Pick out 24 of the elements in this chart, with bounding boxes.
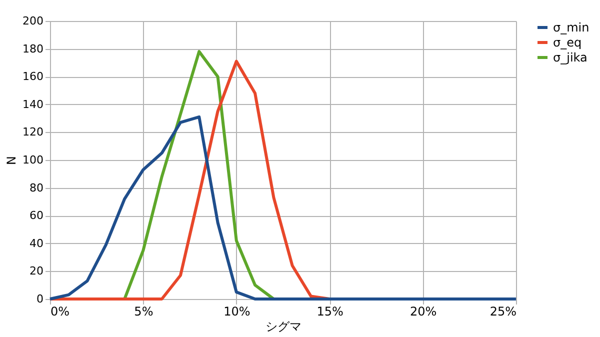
legend-label: σ_eq — [553, 36, 582, 50]
line-series — [48, 115, 518, 300]
y-tick-label: 0 — [36, 292, 44, 306]
y-axis-title: N — [4, 156, 19, 165]
y-tick-label: 80 — [30, 181, 44, 194]
x-tick-label: 15% — [316, 304, 344, 318]
y-tick-label: 20 — [30, 264, 44, 278]
y-tick-label: 100 — [22, 154, 44, 166]
y-tick-label: 60 — [30, 209, 44, 222]
x-tick-label: 5% — [134, 304, 154, 318]
line-series — [123, 50, 276, 300]
x-axis-title: シグマ — [266, 320, 302, 334]
x-tick-label: 0% — [50, 304, 70, 318]
x-tick-label: 25% — [490, 304, 516, 318]
y-tick-label: 200 — [22, 14, 44, 28]
x-tick-label: 20% — [410, 304, 437, 318]
y-tick-label: 160 — [22, 70, 44, 84]
legend-label: σ_min — [553, 20, 590, 34]
y-tick-label: 140 — [22, 98, 44, 111]
legend-label: σ_jika — [553, 50, 588, 64]
y-tick-label: 40 — [30, 236, 44, 250]
y-tick-label: 180 — [22, 42, 44, 56]
y-tick-label: 120 — [22, 126, 44, 139]
x-tick-label: 10% — [224, 304, 250, 318]
